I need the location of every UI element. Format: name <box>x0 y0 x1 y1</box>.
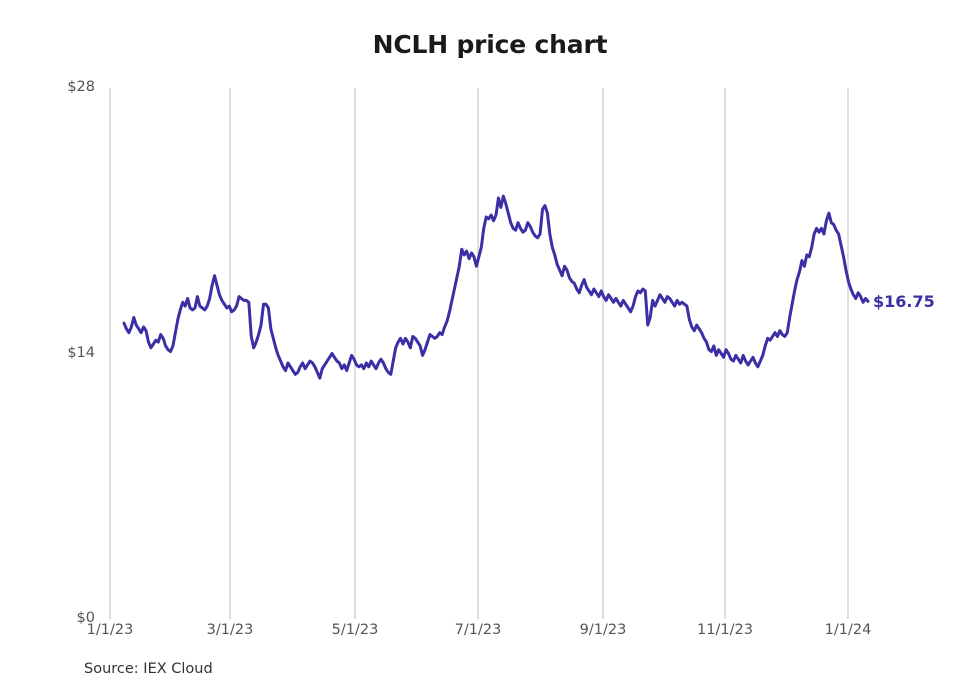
x-axis-tick-6: 1/1/24 <box>824 622 872 638</box>
x-axis-tick-1: 3/1/23 <box>206 622 254 638</box>
y-axis-tick-mid: $14 <box>67 344 95 361</box>
source-note: Source: IEX Cloud <box>84 661 213 677</box>
x-axis-tick-0: 1/1/23 <box>86 622 134 638</box>
x-axis-tick-4: 9/1/23 <box>579 622 627 638</box>
y-axis-tick-top: $28 <box>67 79 95 95</box>
x-axis-tick-2: 5/1/23 <box>331 622 379 638</box>
x-axis-tick-5: 11/1/23 <box>697 622 753 638</box>
x-axis-tick-3: 7/1/23 <box>454 622 502 638</box>
last-value-annotation: $16.75 <box>873 292 935 312</box>
price-line <box>122 194 870 380</box>
page-title: NCLH price chart <box>372 30 608 59</box>
y-axis-tick-bottom: $0 <box>76 610 95 626</box>
gridline-group <box>109 88 849 619</box>
